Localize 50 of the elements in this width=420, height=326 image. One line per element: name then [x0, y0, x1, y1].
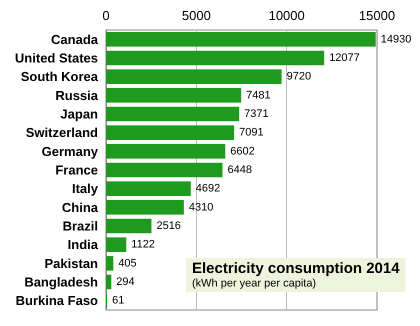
text: (kWh per year per capita) [192, 278, 316, 290]
x-tick-label: 5000 [182, 8, 211, 23]
bar [106, 125, 234, 140]
y-tick-label: France [55, 162, 98, 178]
bar [106, 256, 114, 271]
bar [106, 274, 112, 290]
bar [106, 200, 184, 215]
y-tick-label: Switzerland [26, 125, 98, 140]
bar [106, 237, 126, 252]
data-label: 7371 [244, 108, 269, 120]
y-tick-label: Bangladesh [24, 274, 98, 290]
y-tick-label: Canada [51, 32, 99, 47]
bar [106, 32, 376, 47]
data-label: 7481 [246, 89, 271, 102]
data-label: 9720 [286, 70, 312, 83]
bar [106, 106, 240, 122]
y-tick-label: Pakistan [44, 256, 98, 271]
data-label: 1122 [131, 238, 155, 251]
data-label: 4692 [196, 182, 220, 195]
y-tick-label: China [62, 200, 99, 215]
y-tick-label: Russia [55, 88, 99, 103]
data-label: 7091 [239, 126, 264, 139]
bar [106, 162, 222, 178]
bar [106, 69, 282, 84]
data-label: 6448 [227, 164, 252, 176]
y-tick-label: Burkina Faso [16, 293, 98, 308]
data-label: 12077 [329, 52, 360, 64]
text: Electricity consumption 2014 [192, 260, 400, 277]
bar [106, 50, 324, 66]
data-label: 14930 [380, 33, 412, 46]
bar [106, 88, 242, 103]
data-label: 61 [112, 294, 124, 307]
bar [106, 181, 191, 196]
bar [106, 144, 226, 159]
y-tick-label: Japan [60, 106, 98, 122]
data-label: 6602 [230, 145, 255, 158]
data-label: 405 [118, 257, 137, 270]
y-tick-label: United States [14, 50, 98, 66]
x-tick-label: 0 [102, 8, 110, 23]
y-tick-label: Brazil [62, 218, 98, 234]
x-tick-label: 10000 [268, 8, 305, 23]
data-label: 2516 [156, 220, 181, 232]
y-tick-label: Germany [42, 144, 99, 159]
y-tick-label: India [68, 237, 99, 252]
bar [106, 218, 152, 234]
data-label: 4310 [188, 201, 214, 214]
y-tick-label: Italy [72, 181, 99, 196]
x-tick-label: 15000 [358, 8, 396, 23]
data-label: 294 [116, 276, 135, 288]
y-tick-label: South Korea [20, 69, 99, 84]
